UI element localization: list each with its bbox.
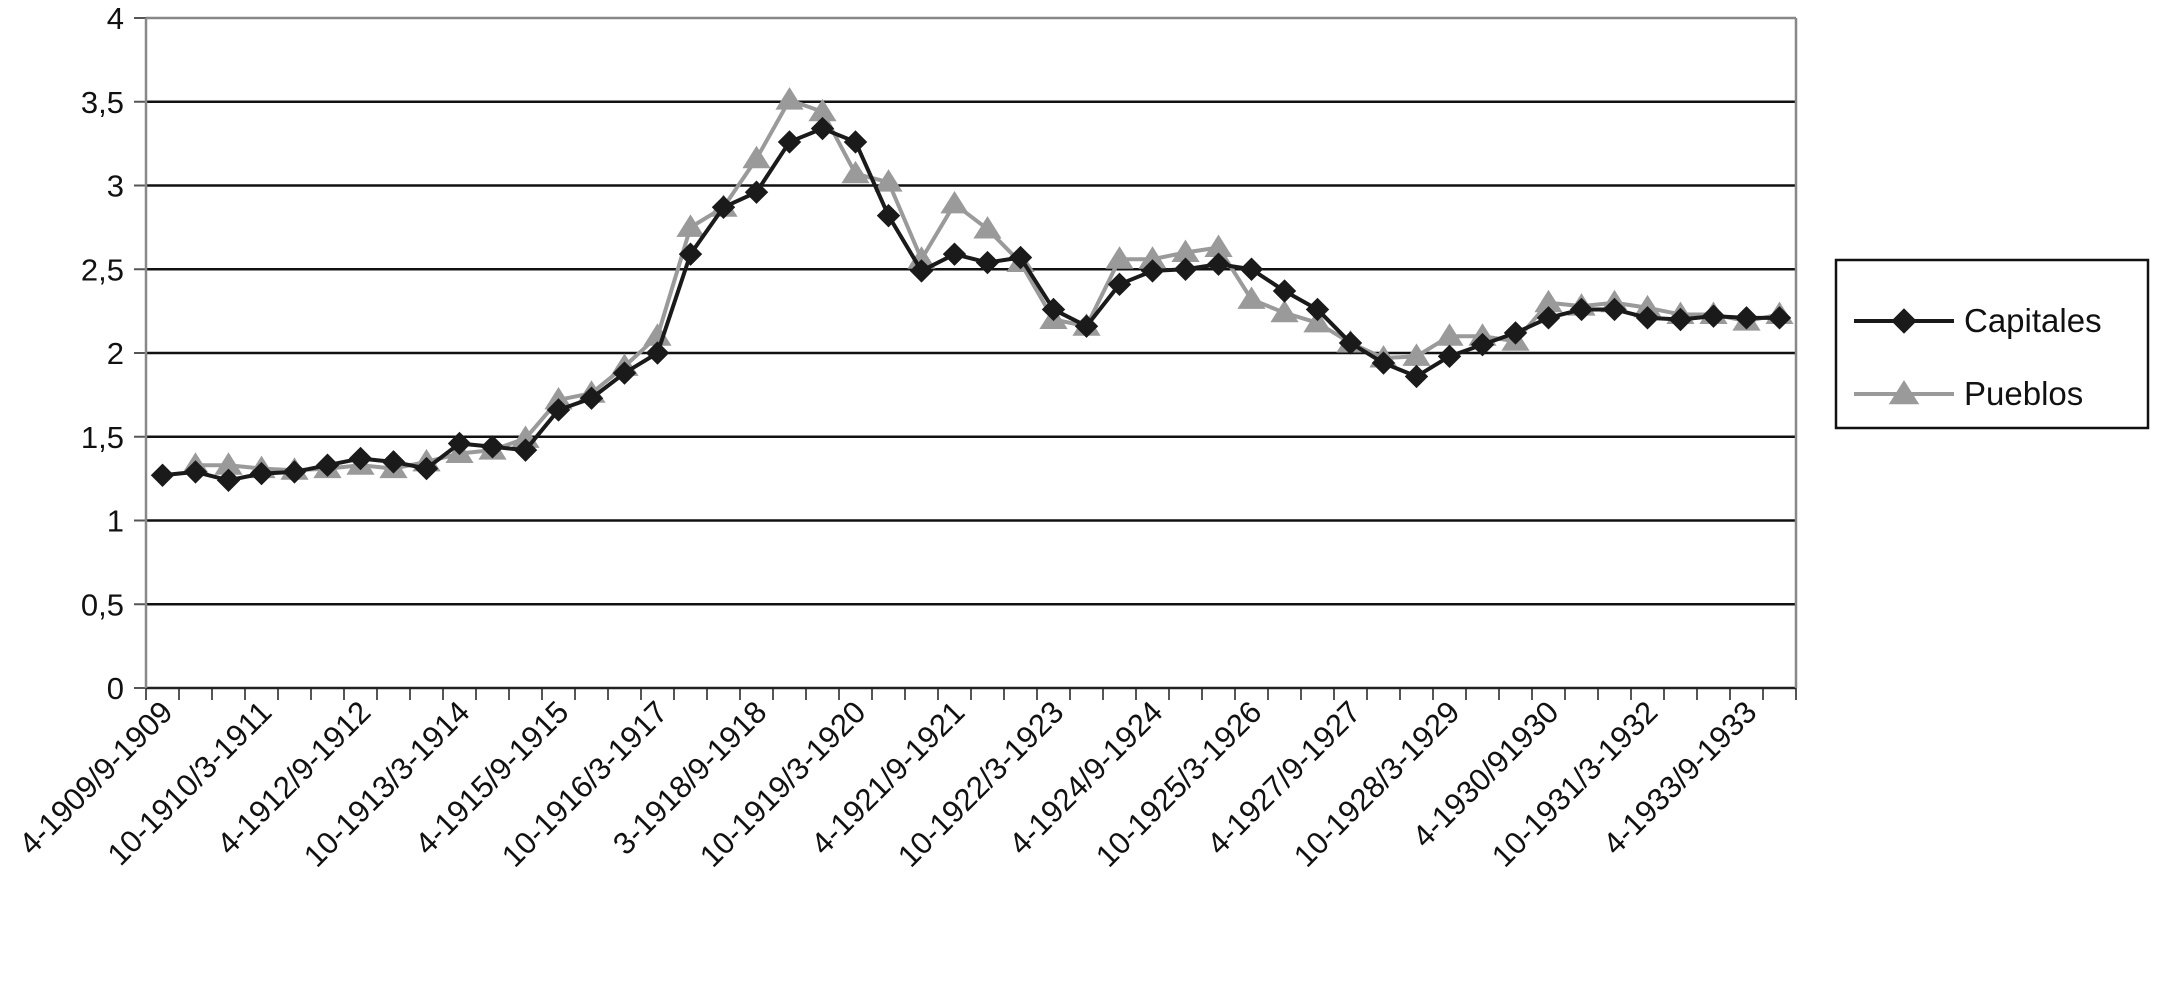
data-point (1338, 331, 1363, 355)
data-point (1404, 364, 1429, 389)
data-point (975, 250, 1000, 275)
data-point (942, 242, 967, 266)
series-group (150, 87, 1794, 493)
data-point (150, 463, 175, 487)
data-point (742, 145, 771, 169)
y-tick-label: 1,5 (81, 420, 124, 455)
data-point (1371, 351, 1396, 375)
data-point (1503, 321, 1528, 345)
y-tick-label: 0,5 (81, 587, 124, 622)
y-tick-label: 0 (107, 671, 124, 706)
data-point (612, 361, 637, 385)
x-tick-label: 10-1916/3-1917 (495, 694, 675, 874)
y-tick-label: 1 (107, 504, 124, 539)
data-point (249, 461, 274, 486)
data-point (1767, 306, 1792, 330)
data-point (909, 259, 934, 283)
x-tick-label: 10-1919/3-1920 (693, 694, 873, 874)
data-point (1305, 297, 1330, 322)
data-point (348, 446, 373, 471)
data-point (1470, 332, 1495, 357)
data-point (282, 460, 307, 484)
data-point (1105, 246, 1134, 269)
data-point (777, 130, 802, 154)
data-point (1536, 306, 1561, 330)
data-point (183, 460, 208, 484)
x-tick-label: 10-1928/3-1929 (1287, 694, 1467, 874)
data-point (414, 456, 439, 481)
data-point (1074, 314, 1099, 338)
data-point (711, 195, 736, 219)
data-point (315, 453, 340, 477)
y-tick-label: 3,5 (81, 85, 124, 120)
data-point (1107, 272, 1132, 297)
y-tick-label: 2,5 (81, 252, 124, 287)
data-point (876, 203, 901, 228)
data-point (1437, 344, 1462, 369)
legend-label: Pueblos (1964, 375, 2083, 412)
x-tick-label: 10-1925/3-1926 (1089, 694, 1269, 874)
series-line-capitales (162, 126, 1780, 483)
y-tick-label: 2 (107, 336, 124, 371)
data-point (1237, 286, 1266, 309)
y-axis-ticks: 0 0,5 1 1,5 2 2,5 3 3,5 4 (81, 1, 146, 706)
data-point (1303, 309, 1332, 333)
x-tick-label: 10-1922/3-1923 (891, 694, 1071, 874)
legend-box (1834, 258, 2150, 430)
data-point (1569, 297, 1594, 322)
data-point (1602, 297, 1627, 322)
data-point (1140, 259, 1165, 283)
data-point (678, 242, 703, 266)
data-point (1270, 299, 1299, 323)
data-point (775, 87, 804, 110)
data-point (1734, 306, 1759, 330)
x-axis-ticks: 4-1909/9-190910-1910/3-19114-1912/9-1912… (12, 688, 1797, 874)
gridlines (146, 100, 1796, 606)
data-point (843, 130, 868, 154)
data-point (1239, 257, 1264, 281)
data-point (940, 190, 969, 214)
data-point (1701, 304, 1726, 328)
plot-frame (144, 16, 1798, 690)
data-point (579, 386, 604, 410)
data-point (810, 116, 835, 141)
legend-marker-triangle (1888, 380, 1920, 405)
data-point (1041, 297, 1066, 322)
data-point (1173, 257, 1198, 281)
x-tick-label: 10-1913/3-1914 (297, 694, 477, 874)
legend-marker-diamond (1891, 308, 1917, 334)
data-point (480, 435, 505, 459)
data-point (973, 216, 1002, 239)
legend-label: Capitales (1964, 302, 2102, 339)
data-point (874, 169, 903, 192)
legend: Capitales Pueblos (1834, 258, 2150, 430)
data-point (1008, 245, 1033, 270)
data-point (381, 450, 406, 474)
data-point (216, 468, 241, 493)
data-point (744, 180, 769, 204)
x-tick-label: 10-1931/3-1932 (1485, 694, 1665, 874)
data-point (513, 438, 538, 462)
data-point (841, 160, 870, 184)
data-point (645, 341, 670, 365)
data-point (676, 214, 705, 237)
data-point (447, 431, 472, 456)
y-tick-label: 3 (107, 169, 124, 204)
data-point (1668, 307, 1693, 332)
data-point (1272, 279, 1297, 303)
data-point (546, 398, 571, 422)
data-point (1206, 252, 1231, 276)
data-point (1635, 306, 1660, 330)
y-tick-label: 4 (107, 1, 124, 36)
series-line-pueblos (195, 98, 1780, 473)
